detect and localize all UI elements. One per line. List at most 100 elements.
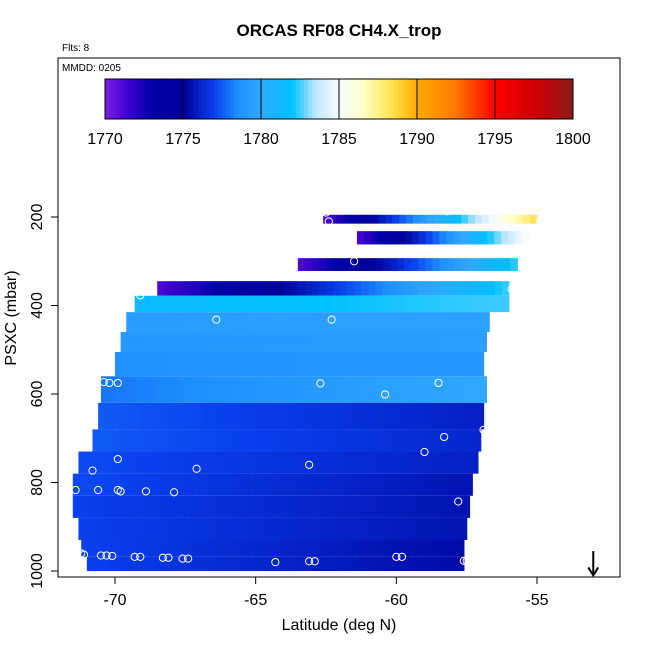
heatmap-cell — [339, 517, 348, 541]
heatmap-cell — [85, 451, 94, 474]
heatmap-cell — [309, 451, 318, 474]
heatmap-cell — [227, 376, 235, 403]
heatmap-cell — [114, 556, 123, 571]
heatmap-cell — [212, 429, 221, 452]
heatmap-cell — [219, 295, 228, 313]
colorbar-segment — [370, 79, 375, 119]
heatmap-cell — [372, 451, 381, 474]
heatmap-cell — [107, 495, 116, 518]
heatmap-cell — [261, 351, 269, 377]
heatmap-cell — [309, 351, 318, 377]
heatmap-cell — [427, 402, 436, 430]
heatmap-cell — [107, 556, 116, 571]
heatmap-cell — [226, 295, 235, 313]
heatmap-cell — [343, 402, 351, 430]
heatmap-cell — [401, 332, 410, 352]
heatmap-cell — [230, 312, 239, 333]
heatmap-cell — [141, 429, 150, 452]
colorbar-segment — [108, 79, 114, 119]
heatmap-cell — [140, 402, 148, 430]
heatmap-cell — [121, 376, 130, 403]
down-arrow-icon — [587, 551, 600, 578]
heatmap-cell — [374, 473, 382, 496]
colorbar-segment — [413, 79, 418, 119]
colorbar-segment — [124, 79, 129, 119]
heatmap-cell — [516, 214, 524, 224]
heatmap-cell — [183, 451, 192, 474]
colorbar-segment — [163, 79, 168, 119]
heatmap-cell — [134, 332, 143, 352]
colorbar-segment — [237, 79, 242, 119]
heatmap-cell — [469, 351, 478, 377]
heatmap-cell — [227, 281, 236, 296]
heatmap-cell — [290, 281, 299, 296]
heatmap-cell — [140, 312, 148, 333]
heatmap-cell — [163, 351, 172, 377]
heatmap-cell — [311, 295, 319, 313]
heatmap-cell — [410, 517, 418, 541]
sample-point — [440, 432, 449, 442]
heatmap-cell — [135, 351, 144, 377]
colorbar-segment — [549, 79, 554, 119]
colorbar-segment — [136, 79, 141, 119]
heatmap-cell — [468, 312, 476, 333]
heatmap-cell — [218, 495, 227, 518]
heatmap-cell — [177, 495, 185, 518]
heatmap-cell — [184, 556, 193, 571]
sample-point — [141, 487, 151, 496]
colorbar-segment — [147, 79, 153, 119]
heatmap-cell — [359, 332, 368, 352]
heatmap-cell — [396, 281, 404, 296]
colorbar-segment — [417, 79, 422, 119]
heatmap-cell — [226, 429, 235, 452]
heatmap-cell — [446, 258, 455, 271]
heatmap-cell — [393, 451, 402, 474]
sample-point — [442, 207, 452, 216]
sample-point — [327, 315, 336, 324]
colorbar-segment — [315, 79, 320, 119]
heatmap-cell — [465, 473, 473, 496]
heatmap-cell — [487, 281, 496, 296]
heatmap-cell — [340, 281, 348, 296]
colorbar-segment — [331, 79, 336, 119]
heatmap-cell — [382, 281, 390, 296]
heatmap-cell — [365, 495, 373, 518]
colorbar-segment — [307, 79, 313, 119]
heatmap-cell — [106, 517, 115, 541]
sample-point — [392, 552, 401, 561]
heatmap-cell — [184, 495, 192, 518]
heatmap-cell — [206, 540, 215, 557]
heatmap-cell — [232, 451, 241, 474]
colorbar-segment — [432, 79, 437, 119]
heatmap-cell — [474, 214, 483, 224]
heatmap-cell — [388, 295, 397, 313]
heatmap-cell — [347, 281, 355, 296]
heatmap-cell — [488, 258, 497, 271]
sample-point — [380, 390, 390, 399]
heatmap-cell — [240, 332, 248, 352]
sample-point — [192, 464, 201, 473]
colorbar-segment — [319, 79, 324, 119]
heatmap-cell — [357, 402, 366, 430]
heatmap-cell — [154, 402, 162, 430]
sample-point — [108, 551, 117, 561]
heatmap-cell — [509, 214, 517, 224]
heatmap-cell — [163, 429, 171, 452]
heatmap-cell — [316, 451, 325, 474]
heatmap-cell — [220, 540, 228, 557]
heatmap-cell — [276, 376, 284, 403]
heatmap-cell — [102, 540, 110, 557]
heatmap-cell — [388, 473, 396, 496]
heatmap-cell — [416, 473, 424, 496]
heatmap-cell — [452, 281, 461, 296]
heatmap-cell — [150, 540, 159, 557]
heatmap-cell — [189, 402, 197, 430]
colorbar-segment — [218, 79, 223, 119]
heatmap-cell — [309, 495, 317, 518]
heatmap-cell — [261, 429, 270, 452]
heatmap-cell — [72, 495, 81, 518]
heatmap-cell — [302, 495, 311, 518]
heatmap-cell — [487, 295, 496, 313]
heatmap-cell — [311, 281, 320, 296]
heatmap-cell — [311, 429, 319, 452]
